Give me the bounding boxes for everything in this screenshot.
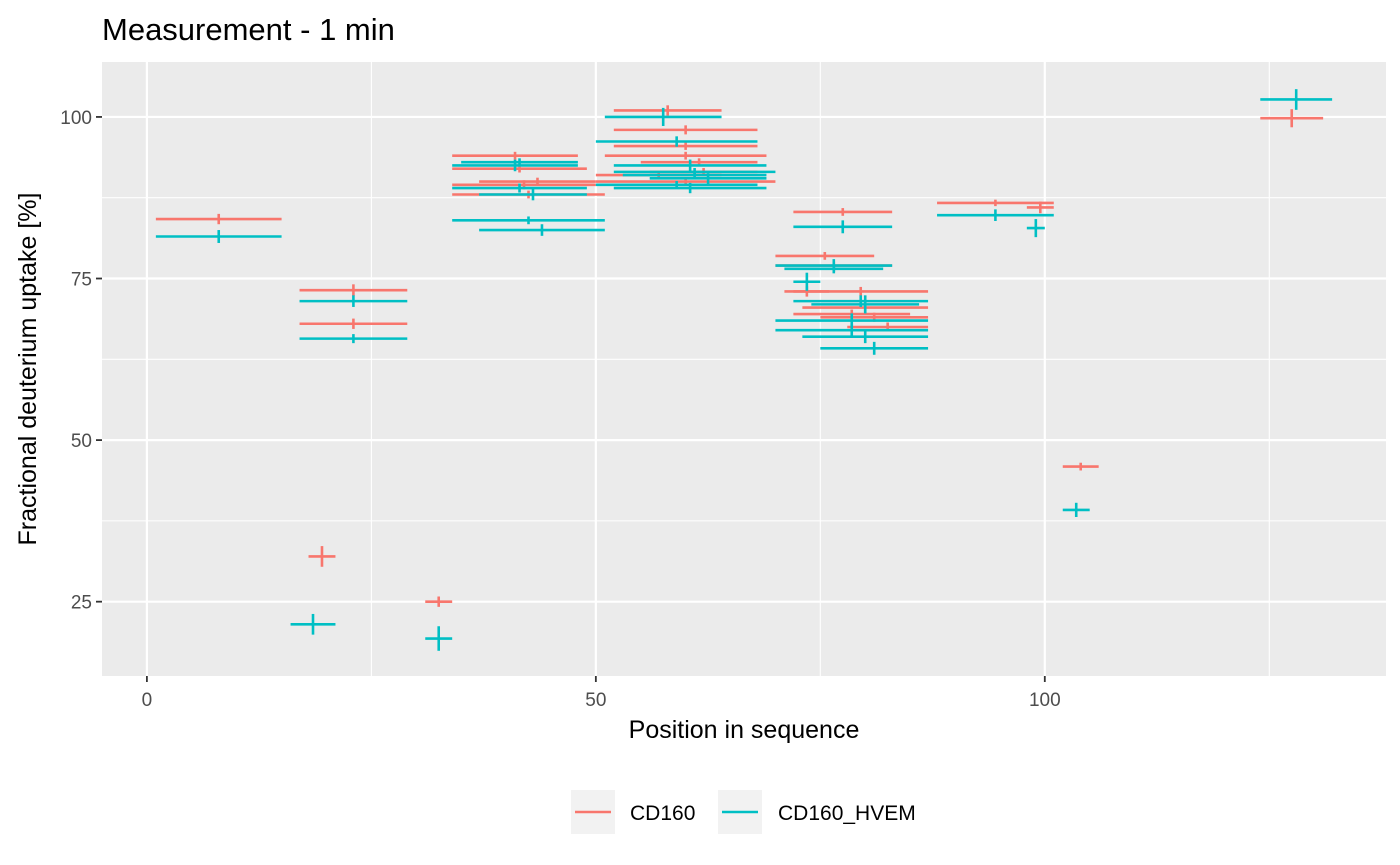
x-tick-label: 100	[1029, 690, 1061, 711]
data-point-cd160-hvem	[452, 216, 605, 225]
data-point-cd160-hvem	[937, 209, 1054, 221]
data-point-cd160-hvem	[479, 224, 605, 236]
data-point-cd160	[425, 596, 453, 607]
data-point-cd160-hvem	[784, 264, 884, 274]
data-point-cd160-hvem	[1026, 219, 1045, 238]
data-point-cd160	[479, 177, 596, 186]
x-axis-title: Position in sequence	[629, 716, 860, 744]
legend: CD160 CD160_HVEM	[571, 790, 916, 834]
plot-panel	[102, 62, 1386, 676]
data-point-cd160-hvem	[290, 613, 336, 635]
data-point-cd160-hvem	[802, 330, 929, 344]
data-point-cd160-hvem	[1260, 89, 1333, 110]
data-point-cd160-hvem	[775, 323, 929, 337]
data-marks	[155, 89, 1333, 651]
data-point-cd160	[604, 151, 767, 160]
data-point-cd160	[613, 105, 722, 116]
major-grid	[102, 62, 1386, 676]
data-point-cd160-hvem	[604, 107, 722, 126]
data-point-cd160-hvem	[595, 136, 758, 147]
data-point-cd160-hvem	[649, 173, 767, 184]
data-point-cd160	[452, 151, 578, 160]
y-tick-label: 100	[60, 108, 92, 129]
data-point-cd160	[793, 208, 893, 216]
data-point-cd160	[1260, 109, 1324, 128]
data-point-cd160-hvem	[155, 230, 282, 243]
data-point-cd160	[1026, 201, 1054, 214]
x-tick-label: 50	[585, 690, 606, 711]
data-point-cd160-hvem	[452, 159, 578, 172]
data-point-cd160-hvem	[613, 182, 767, 194]
minor-grid	[102, 62, 1386, 676]
tick-labels: 0 50 100 25 50 75 100	[60, 108, 1060, 711]
chart-title: Measurement - 1 min	[102, 12, 395, 47]
data-point-cd160	[299, 284, 408, 296]
data-point-cd160	[299, 318, 408, 329]
data-point-cd160	[613, 125, 758, 135]
data-point-cd160	[613, 142, 758, 150]
data-point-cd160	[775, 252, 875, 260]
data-point-cd160-hvem	[479, 188, 587, 201]
y-axis-title: Fractional deuterium uptake [%]	[14, 193, 42, 546]
data-point-cd160-hvem	[820, 341, 929, 355]
data-point-cd160	[1062, 462, 1099, 471]
legend-label-cd160-hvem: CD160_HVEM	[778, 802, 916, 825]
y-tick-label: 75	[71, 270, 92, 291]
data-point-cd160-hvem	[1062, 502, 1090, 518]
data-point-cd160-hvem	[299, 295, 408, 307]
data-point-cd160-hvem	[811, 295, 920, 314]
data-point-cd160-hvem	[299, 334, 408, 344]
y-tick-label: 25	[71, 593, 92, 614]
data-point-cd160	[155, 213, 282, 225]
data-point-cd160-hvem	[425, 626, 453, 651]
data-point-cd160-hvem	[613, 159, 767, 172]
y-tick-label: 50	[71, 431, 92, 452]
axis-ticks	[96, 116, 1046, 682]
data-point-cd160-hvem	[793, 272, 821, 291]
data-point-cd160-hvem	[452, 183, 587, 193]
data-point-cd160-hvem	[793, 220, 893, 234]
data-point-cd160	[308, 546, 336, 567]
x-tick-label: 0	[142, 690, 153, 711]
data-point-cd160	[793, 286, 929, 296]
legend-label-cd160: CD160	[630, 802, 695, 825]
data-point-cd160	[937, 199, 1054, 207]
